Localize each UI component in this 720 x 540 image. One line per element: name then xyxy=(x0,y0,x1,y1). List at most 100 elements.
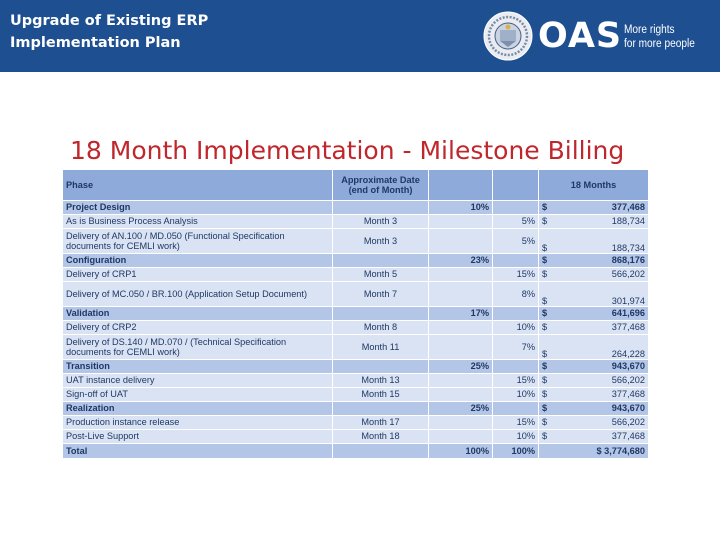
row-item-percent: 10% xyxy=(492,387,539,402)
row-item-percent: 7% xyxy=(492,334,539,360)
row-item-percent: 8% xyxy=(492,281,539,307)
table-row: UAT instance delivery Month 13 15% $566,202 xyxy=(62,373,649,388)
row-date: Month 15 xyxy=(332,387,429,402)
row-amount-cell: $188,734 xyxy=(538,228,649,254)
table-row: Total 100% 100% $ 3,774,680 xyxy=(62,443,649,459)
table-row: Project Design 10% $377,468 xyxy=(62,200,649,215)
row-item-percent xyxy=(492,401,539,416)
table-row: Delivery of CRP1 Month 5 15% $566,202 xyxy=(62,267,649,282)
row-amount-cell: $566,202 xyxy=(538,267,649,282)
row-label: Post-Live Support xyxy=(62,429,333,444)
row-amount-cell: $868,176 xyxy=(538,253,649,268)
oas-logo-text: OAS xyxy=(538,16,623,56)
row-label: Production instance release xyxy=(62,415,333,430)
row-amount: $ 3,774,680 xyxy=(596,445,645,456)
oas-tagline-line2: for more people xyxy=(624,38,695,50)
row-date: Month 3 xyxy=(332,214,429,229)
row-currency: $ xyxy=(542,322,548,333)
header-item-percent xyxy=(492,169,539,201)
row-amount: 943,670 xyxy=(611,403,645,414)
row-amount: 377,468 xyxy=(611,431,645,442)
row-amount-cell: $301,974 xyxy=(538,281,649,307)
row-amount: 264,228 xyxy=(611,348,645,359)
header-date-line2: (end of Month) xyxy=(348,185,413,195)
row-amount: 188,734 xyxy=(611,216,645,227)
row-currency: $ xyxy=(542,242,548,253)
row-date: Month 5 xyxy=(332,267,429,282)
row-phase-percent xyxy=(428,373,493,388)
row-currency: $ xyxy=(542,403,548,414)
presentation-title-line1: Upgrade of Existing ERP xyxy=(10,13,209,29)
row-date: Month 17 xyxy=(332,415,429,430)
table-row: Production instance release Month 17 15% $5… xyxy=(62,415,649,430)
row-label: UAT instance delivery xyxy=(62,373,333,388)
header-18-months: 18 Months xyxy=(538,169,649,201)
row-amount: 377,468 xyxy=(611,202,645,213)
header-phase-percent xyxy=(428,169,493,201)
row-date: Month 11 xyxy=(332,334,429,360)
row-currency: $ xyxy=(542,361,548,372)
header-banner: Upgrade of Existing ERP Implementation P… xyxy=(0,0,720,72)
row-amount: 868,176 xyxy=(611,255,645,266)
row-amount-cell: $264,228 xyxy=(538,334,649,360)
presentation-title: Upgrade of Existing ERP Implementation P… xyxy=(10,10,208,54)
row-item-percent: 10% xyxy=(492,429,539,444)
row-currency: $ xyxy=(542,431,548,442)
row-currency: $ xyxy=(542,389,548,400)
row-date xyxy=(332,443,429,459)
row-phase-percent xyxy=(428,320,493,335)
row-amount: 301,974 xyxy=(611,295,645,306)
row-label: Sign-off of UAT xyxy=(62,387,333,402)
table-row: Validation 17% $641,696 xyxy=(62,306,649,321)
header-phase: Phase xyxy=(62,169,333,201)
row-date xyxy=(332,200,429,215)
row-amount-cell: $641,696 xyxy=(538,306,649,321)
row-currency: $ xyxy=(542,255,548,266)
slide-title: 18 Month Implementation - Milestone Bill… xyxy=(70,136,625,165)
table-row: Delivery of DS.140 / MD.070 / (Technical… xyxy=(62,334,649,360)
row-phase-percent xyxy=(428,387,493,402)
row-amount-cell: $566,202 xyxy=(538,415,649,430)
row-item-percent xyxy=(492,253,539,268)
row-date: Month 7 xyxy=(332,281,429,307)
row-phase-percent xyxy=(428,267,493,282)
row-currency: $ xyxy=(542,202,548,213)
table-row: Configuration 23% $868,176 xyxy=(62,253,649,268)
row-amount: 566,202 xyxy=(611,417,645,428)
row-label: Total xyxy=(62,443,333,459)
row-phase-percent: 23% xyxy=(428,253,493,268)
row-phase-percent: 25% xyxy=(428,359,493,374)
row-currency: $ xyxy=(542,375,548,386)
header-date-line1: Approximate Date xyxy=(341,174,420,185)
row-phase-percent: 25% xyxy=(428,401,493,416)
row-amount: 641,696 xyxy=(611,308,645,319)
row-label: Configuration xyxy=(62,253,333,268)
row-amount-cell: $943,670 xyxy=(538,359,649,374)
row-item-percent: 15% xyxy=(492,373,539,388)
row-item-percent: 10% xyxy=(492,320,539,335)
row-amount-cell: $943,670 xyxy=(538,401,649,416)
row-currency: $ xyxy=(542,216,548,227)
row-currency: $ xyxy=(542,269,548,280)
milestone-billing-table: Phase Approximate Date (end of Month) 18… xyxy=(62,169,649,459)
row-date xyxy=(332,359,429,374)
row-phase-percent xyxy=(428,214,493,229)
row-amount: 566,202 xyxy=(611,269,645,280)
row-date xyxy=(332,401,429,416)
table-header-row: Phase Approximate Date (end of Month) 18… xyxy=(62,169,649,201)
table-body: Project Design 10% $377,468 As is Business … xyxy=(62,200,649,459)
row-amount: 188,734 xyxy=(611,242,645,253)
row-amount-cell: $377,468 xyxy=(538,200,649,215)
row-date xyxy=(332,306,429,321)
row-amount-cell: $377,468 xyxy=(538,429,649,444)
row-label: Realization xyxy=(62,401,333,416)
table-row: Delivery of AN.100 / MD.050 (Functional … xyxy=(62,228,649,254)
row-phase-percent xyxy=(428,281,493,307)
row-amount-cell: $188,734 xyxy=(538,214,649,229)
row-currency: $ xyxy=(542,348,548,359)
row-amount: 566,202 xyxy=(611,375,645,386)
table-row: Delivery of CRP2 Month 8 10% $377,468 xyxy=(62,320,649,335)
row-phase-percent xyxy=(428,228,493,254)
row-currency: $ xyxy=(542,417,548,428)
row-date: Month 3 xyxy=(332,228,429,254)
